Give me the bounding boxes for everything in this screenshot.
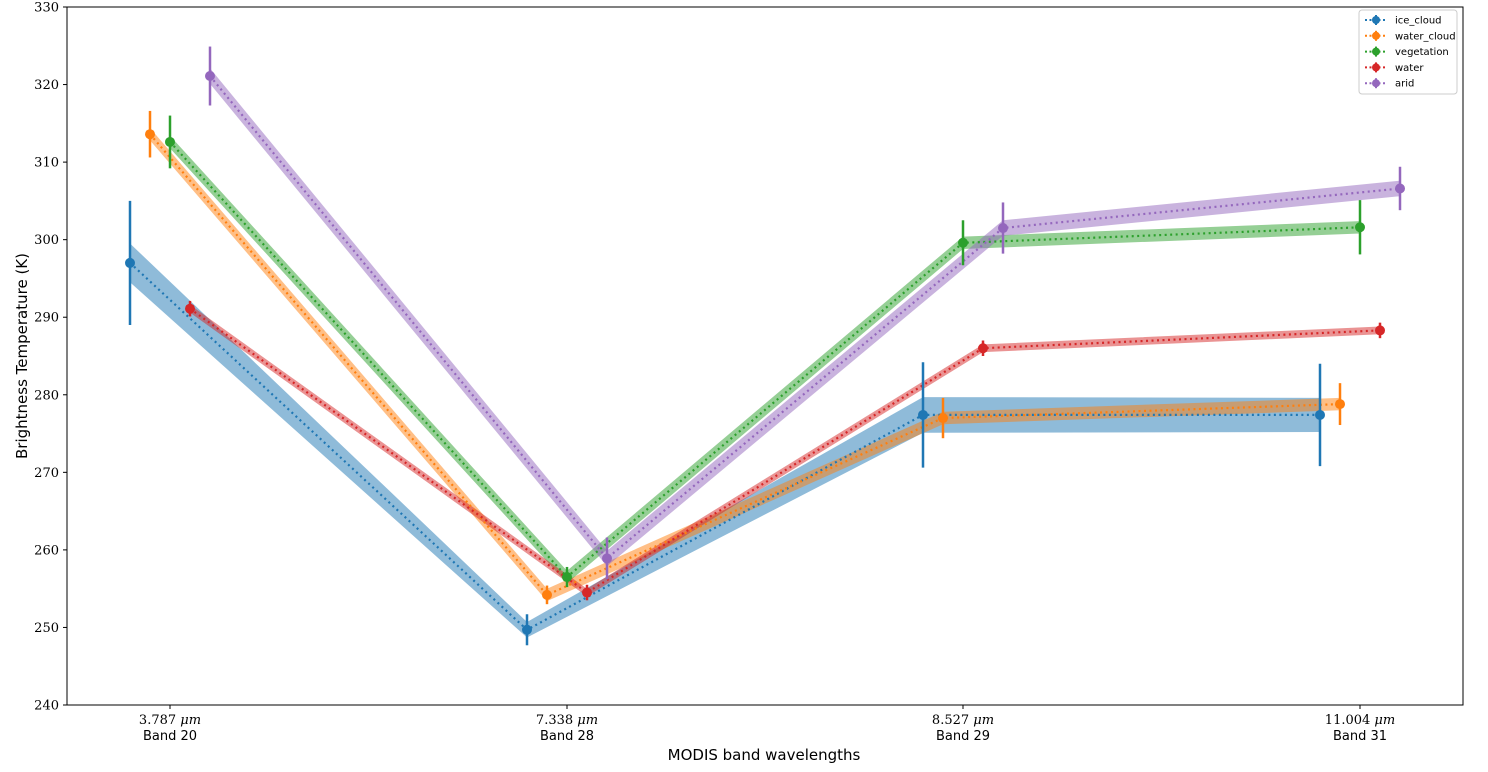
y-tick-label: 290 [34,311,59,326]
data-point-water [978,343,988,354]
data-point-ice_cloud [522,624,532,635]
y-tick-label: 310 [34,156,59,171]
legend-marker-vegetation [1372,47,1380,56]
series-line-vegetation [169,141,1361,579]
y-tick-label: 320 [34,78,59,93]
data-point-arid [998,223,1008,234]
x-tick-band: Band 20 [143,729,197,744]
legend-label-arid: arid [1395,79,1414,90]
data-point-arid [602,553,612,564]
y-axis-ticks: 240 250 260 270 280 290 300 310 320 330 [34,1,67,714]
data-point-arid [1395,183,1405,194]
data-point-arid [205,71,215,82]
x-tick-wavelength: 11.004 μm [1325,713,1395,728]
y-tick-label: 250 [34,621,59,636]
confidence-bands [130,68,1400,638]
series-line-water [189,307,1381,594]
y-tick-label: 300 [34,233,59,248]
x-tick-wavelength: 7.338 μm [536,713,598,728]
legend-label-water: water [1395,63,1424,74]
x-tick-band: Band 28 [540,729,594,744]
x-tick-wavelength: 3.787 μm [139,713,201,728]
series-lines [129,75,1401,632]
y-tick-label: 240 [34,699,59,714]
legend-label-water_cloud: water_cloud [1395,31,1456,42]
data-point-ice_cloud [918,409,928,420]
series-line-ice_cloud [129,262,1320,632]
confidence-band-water_cloud [150,128,1340,602]
x-tick-band: Band 29 [936,729,990,744]
x-tick-band: Band 31 [1333,729,1387,744]
data-point-vegetation [1355,222,1365,233]
confidence-band-arid [210,68,1400,567]
data-point-water [1375,325,1385,336]
legend: ice_cloud water_cloud vegetation water arid [1358,9,1458,95]
legend-marker-arid [1372,79,1380,88]
y-tick-label: 260 [34,543,59,558]
y-tick-label: 280 [34,388,59,403]
data-point-water_cloud [938,413,948,424]
data-point-water_cloud [145,129,155,140]
legend-box [1358,9,1458,95]
data-point-ice_cloud [1315,409,1325,420]
data-point-ice_cloud [125,257,135,268]
legend-marker-water [1372,63,1380,72]
data-point-vegetation [165,136,175,147]
confidence-band-vegetation [170,135,1360,584]
confidence-band-water [190,304,1380,597]
y-axis-label: Brightness Temperature (K) [13,253,31,459]
data-point-water [185,303,195,314]
data-point-water [582,587,592,598]
data-points [125,46,1405,646]
legend-label-vegetation: vegetation [1395,47,1449,58]
plot-frame [66,6,1464,706]
y-tick-label: 270 [34,466,59,481]
data-point-vegetation [958,237,968,248]
confidence-band-ice_cloud [130,243,1320,638]
data-point-vegetation [562,572,572,583]
legend-label-ice_cloud: ice_cloud [1395,16,1442,27]
y-tick-label: 330 [34,1,59,16]
legend-marker-water_cloud [1372,31,1380,40]
legend-marker-ice_cloud [1372,16,1380,24]
data-point-water_cloud [1335,399,1345,410]
data-point-water_cloud [542,589,552,600]
x-tick-wavelength: 8.527 μm [932,713,994,728]
series-line-water_cloud [149,133,1341,597]
x-axis-label: MODIS band wavelengths [668,746,861,764]
